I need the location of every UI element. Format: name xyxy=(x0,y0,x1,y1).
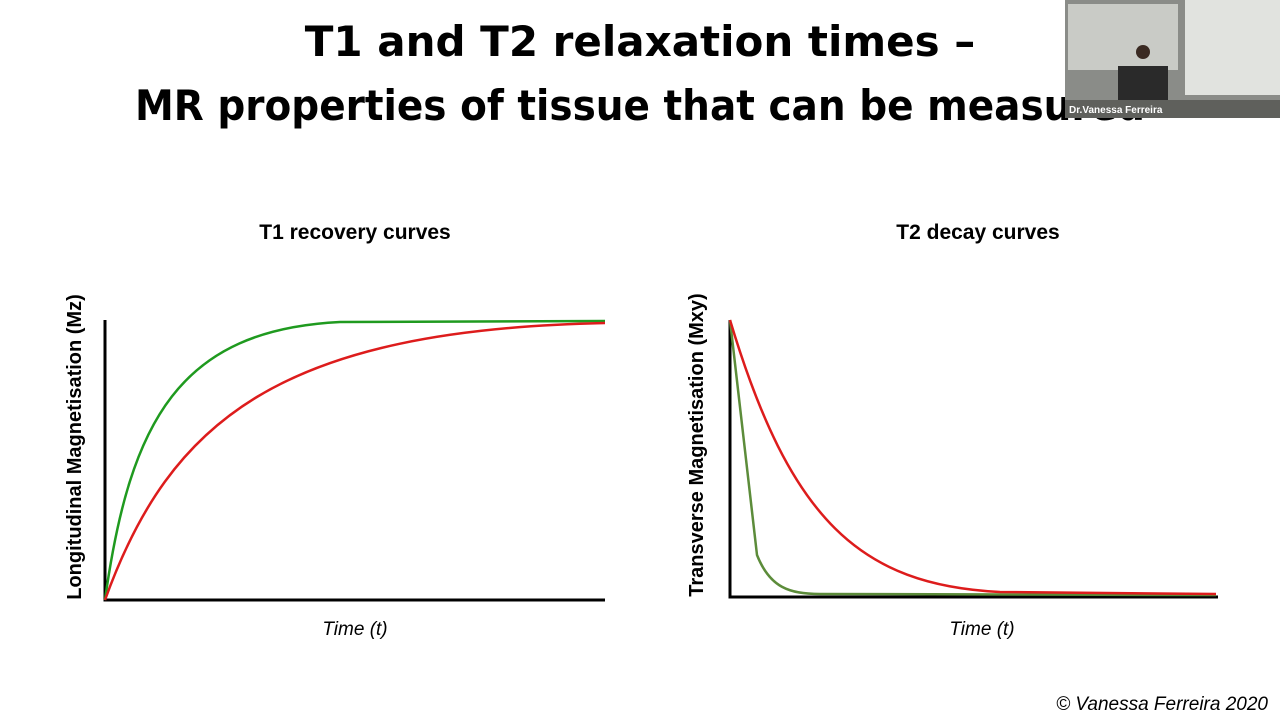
axes xyxy=(728,320,1218,599)
panel-title: T2 decay curves xyxy=(896,221,1059,244)
y-axis-label: Transverse Magnetisation (Mxy) xyxy=(686,293,708,596)
projection-screen xyxy=(1185,0,1280,95)
webcam-label: Dr.Vanessa Ferreira xyxy=(1069,105,1163,116)
panel-title: T1 recovery curves xyxy=(259,221,450,244)
x-axis-label: Time (t) xyxy=(949,619,1014,640)
curve xyxy=(103,321,606,601)
title-line2: MR properties of tissue that can be meas… xyxy=(135,81,1145,130)
presenter xyxy=(1136,45,1150,59)
webcam: Dr.Vanessa Ferreira xyxy=(1065,0,1280,118)
curve xyxy=(728,319,1217,596)
title-line1: T1 and T2 relaxation times – xyxy=(305,17,975,66)
label-bar xyxy=(1065,100,1280,118)
wall-screen xyxy=(1068,4,1178,70)
x-axis-label: Time (t) xyxy=(322,619,387,640)
y-axis-label: Longitudinal Magnetisation (Mz) xyxy=(64,294,86,600)
copyright: © Vanessa Ferreira 2020 xyxy=(1056,694,1268,715)
curve xyxy=(728,319,1217,597)
podium xyxy=(1118,66,1168,106)
curve xyxy=(103,319,606,601)
